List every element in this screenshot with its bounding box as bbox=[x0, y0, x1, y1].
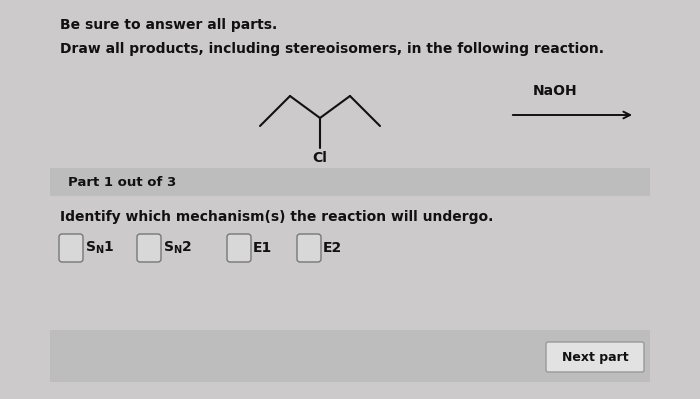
FancyBboxPatch shape bbox=[50, 330, 650, 382]
FancyBboxPatch shape bbox=[227, 234, 251, 262]
FancyBboxPatch shape bbox=[59, 234, 83, 262]
Text: Cl: Cl bbox=[313, 151, 328, 165]
Text: Draw all products, including stereoisomers, in the following reaction.: Draw all products, including stereoisome… bbox=[60, 42, 604, 56]
FancyBboxPatch shape bbox=[137, 234, 161, 262]
FancyBboxPatch shape bbox=[50, 168, 650, 196]
Text: $\mathregular{S_N1}$: $\mathregular{S_N1}$ bbox=[85, 240, 114, 256]
FancyBboxPatch shape bbox=[546, 342, 644, 372]
Text: NaOH: NaOH bbox=[533, 84, 578, 98]
Text: Part 1 out of 3: Part 1 out of 3 bbox=[68, 176, 176, 188]
Text: E2: E2 bbox=[323, 241, 342, 255]
Text: E1: E1 bbox=[253, 241, 272, 255]
Text: Next part: Next part bbox=[561, 350, 629, 363]
FancyBboxPatch shape bbox=[297, 234, 321, 262]
Text: Identify which mechanism(s) the reaction will undergo.: Identify which mechanism(s) the reaction… bbox=[60, 210, 494, 224]
Text: Be sure to answer all parts.: Be sure to answer all parts. bbox=[60, 18, 277, 32]
Text: $\mathregular{S_N2}$: $\mathregular{S_N2}$ bbox=[163, 240, 193, 256]
